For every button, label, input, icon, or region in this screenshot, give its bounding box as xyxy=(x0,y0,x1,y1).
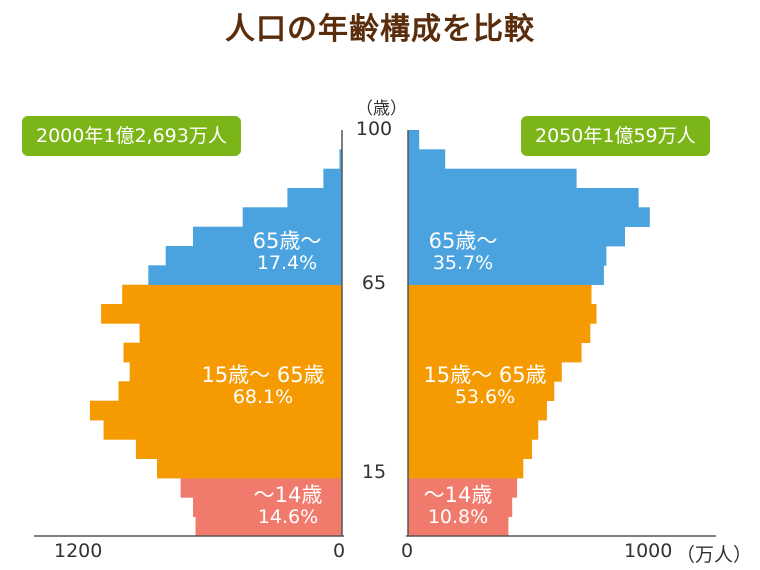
bar-left-age-90-94 xyxy=(323,168,342,189)
bar-right-age-5-9 xyxy=(408,497,513,517)
bar-left-age-55-59 xyxy=(101,304,342,324)
legend-badge-2050: 2050年1億59万人 xyxy=(521,116,710,156)
label-2000-working: 15歳～ 65歳 68.1% xyxy=(201,363,325,408)
bar-left-age-80-84 xyxy=(242,207,342,227)
bar-right-age-35-39 xyxy=(408,381,555,401)
bar-left-age-60-64 xyxy=(122,284,342,305)
bar-right-age-50-54 xyxy=(408,323,591,343)
x-tick-right-0: 0 xyxy=(401,540,414,562)
age-tick-65: 65 xyxy=(361,272,387,294)
chart-title: 人口の年齢構成を比較 xyxy=(225,12,535,47)
bar-right-age-40-44 xyxy=(408,362,562,382)
label-2050-young: ～14歳 10.8% xyxy=(423,483,493,528)
bar-left-age-50-54 xyxy=(139,323,342,343)
bar-left-age-5-9 xyxy=(193,497,342,517)
bar-right-age-85-89 xyxy=(408,188,639,208)
bar-right-age-95-99 xyxy=(408,149,446,169)
bar-right-age-100+ xyxy=(408,130,420,150)
bar-left-age-10-14 xyxy=(180,478,342,498)
bar-right-age-15-19 xyxy=(408,458,524,479)
bar-left-age-95-99 xyxy=(339,149,342,169)
bar-left-age-30-34 xyxy=(89,400,343,421)
bar-right-age-20-24 xyxy=(408,439,532,459)
label-2000-young: ～14歳 14.6% xyxy=(253,483,323,528)
x-tick-left-1200: 1200 xyxy=(54,540,103,562)
bar-left-age-0-4 xyxy=(195,516,342,537)
bar-right-age-45-49 xyxy=(408,342,582,363)
age-tick-100: 100 xyxy=(355,118,393,140)
label-2000-elderly: 65歳～ 17.4% xyxy=(252,229,322,274)
bar-left-age-25-29 xyxy=(103,420,342,440)
bar-left-age-35-39 xyxy=(118,381,342,401)
bar-left-age-75-79 xyxy=(193,226,342,247)
legend-badge-2000: 2000年1億2,693万人 xyxy=(22,116,241,156)
bar-right-age-10-14 xyxy=(408,478,518,498)
bar-left-age-40-44 xyxy=(129,362,342,382)
bar-right-age-55-59 xyxy=(408,304,597,324)
x-tick-right-1000: 1000 xyxy=(624,540,673,562)
bar-left-age-15-19 xyxy=(157,458,342,479)
bar-right-age-60-64 xyxy=(408,284,592,305)
label-2050-working: 15歳～ 65歳 53.6% xyxy=(423,363,547,408)
bar-right-age-30-34 xyxy=(408,400,547,421)
bar-right-age-65-69 xyxy=(408,265,604,285)
x-axis-unit: （万人） xyxy=(676,544,753,566)
bar-right-age-0-4 xyxy=(408,516,509,537)
bar-left-age-45-49 xyxy=(123,342,342,363)
label-2050-elderly: 65歳～ 35.7% xyxy=(428,229,498,274)
bar-left-age-20-24 xyxy=(135,439,342,459)
x-tick-left-0: 0 xyxy=(333,540,346,562)
bar-right-age-90-94 xyxy=(408,168,577,189)
bar-left-age-65-69 xyxy=(148,265,342,285)
bar-right-age-80-84 xyxy=(408,207,650,227)
bar-right-age-25-29 xyxy=(408,420,539,440)
age-tick-15: 15 xyxy=(361,461,387,483)
bar-left-age-85-89 xyxy=(287,188,342,208)
bar-right-age-75-79 xyxy=(408,226,625,247)
age-axis-unit: （歳） xyxy=(356,99,407,119)
bar-right-age-70-74 xyxy=(408,246,607,266)
bar-left-age-70-74 xyxy=(165,246,342,266)
